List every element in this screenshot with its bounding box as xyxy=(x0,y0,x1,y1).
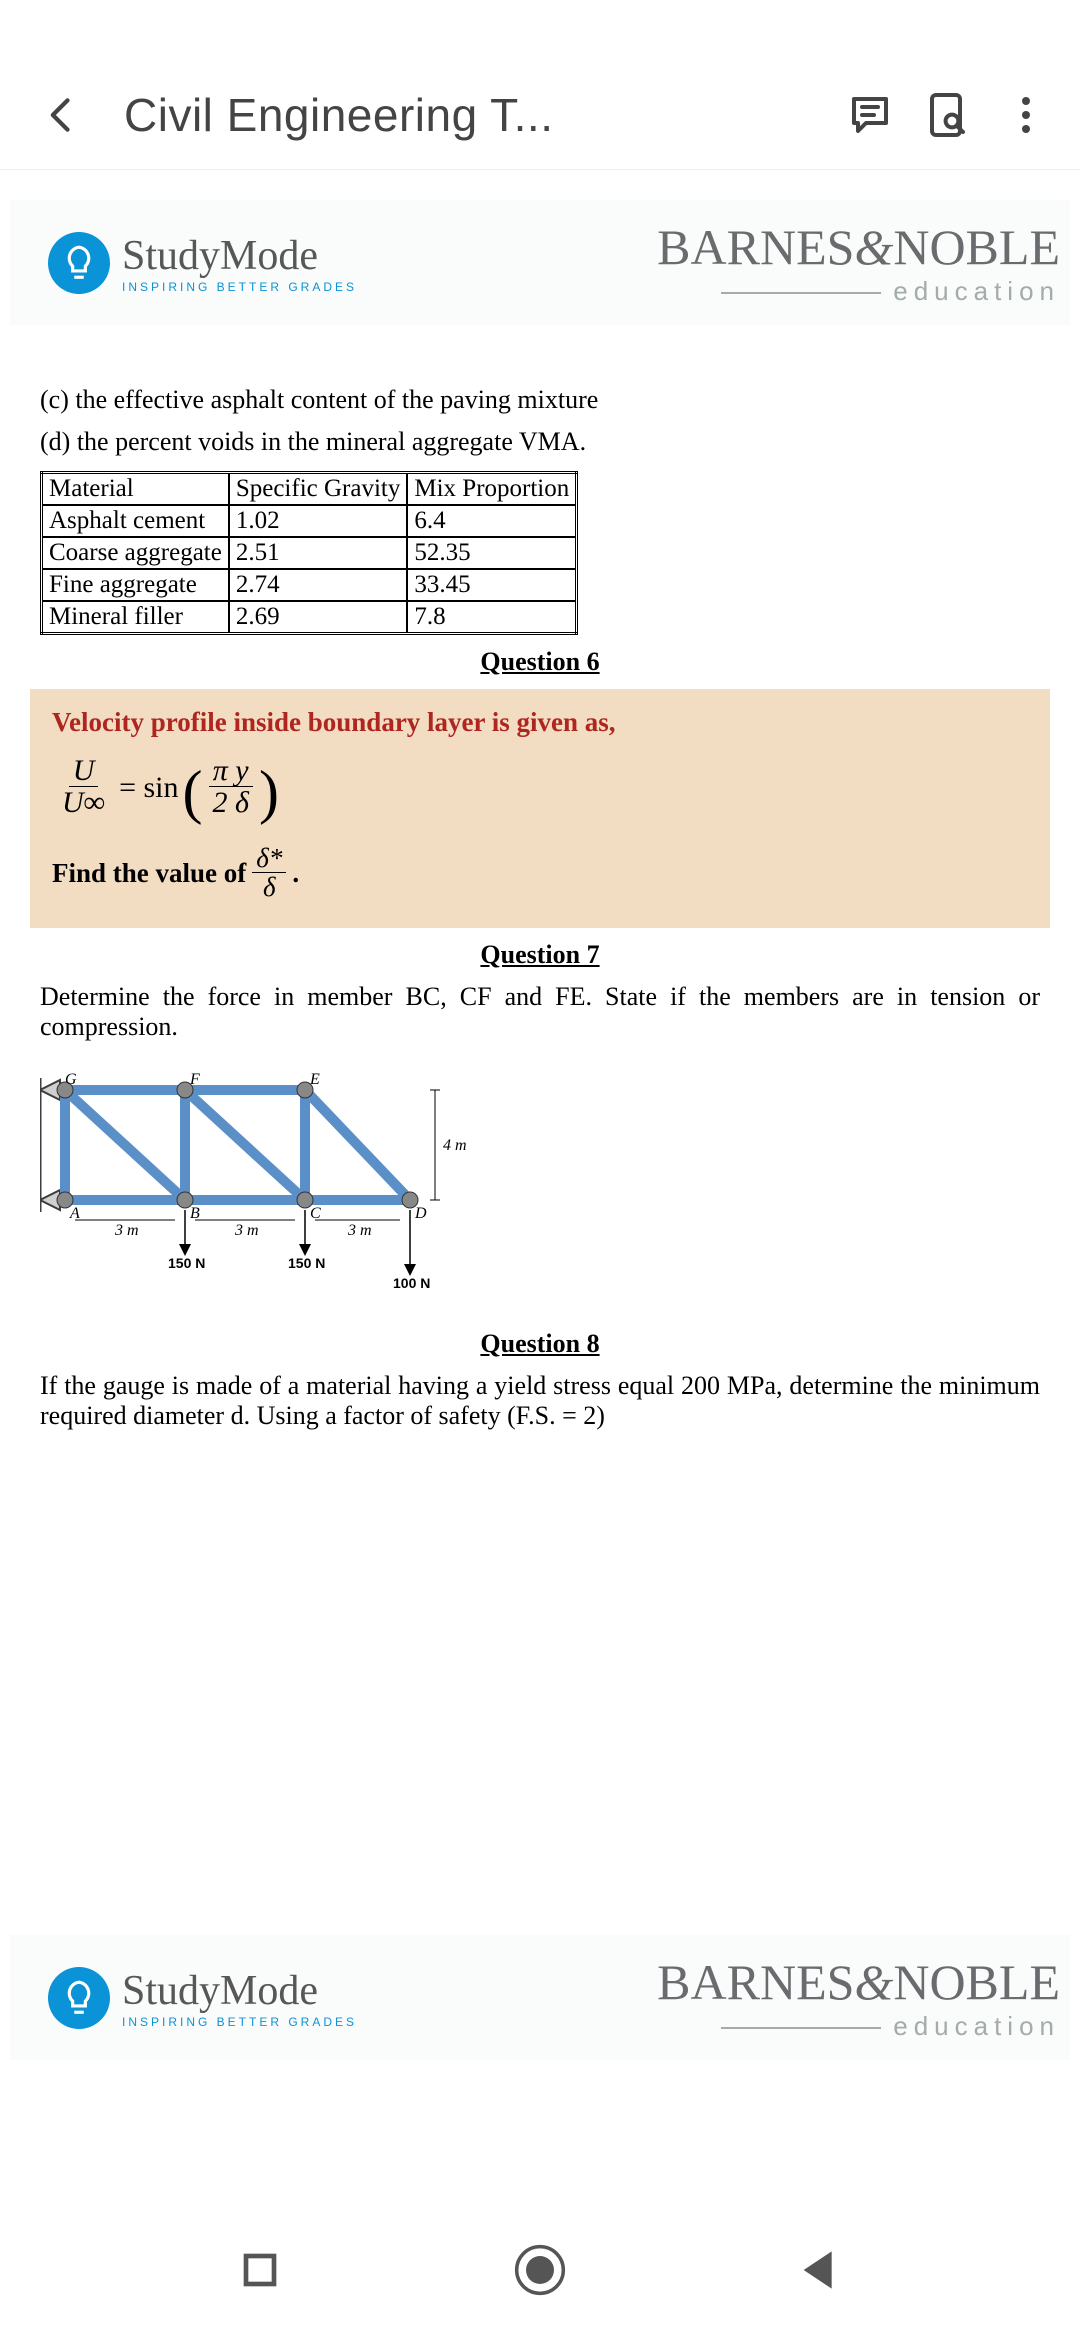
svg-text:150 N: 150 N xyxy=(168,1255,205,1271)
barnes-noble-text: BARNES&NOBLE xyxy=(657,218,1060,276)
svg-text:3 m: 3 m xyxy=(234,1222,259,1239)
brand-footer: StudyMode INSPIRING BETTER GRADES BARNES… xyxy=(10,1935,1070,2060)
question-6-box: Velocity profile inside boundary layer i… xyxy=(30,689,1050,928)
studymode-tag: INSPIRING BETTER GRADES xyxy=(122,280,357,294)
svg-text:G: G xyxy=(65,1071,77,1088)
svg-text:B: B xyxy=(190,1205,200,1222)
table-row: Mineral filler2.697.8 xyxy=(42,601,577,634)
studymode-logo xyxy=(48,232,110,294)
svg-text:A: A xyxy=(69,1205,80,1222)
truss-diagram: G F E A B C D 4 m 3 m 3 m 3 m 150 N 150 N 100 N xyxy=(40,1070,470,1300)
barnes-noble-tag: education xyxy=(657,276,1060,307)
table-row: MaterialSpecific GravityMix Proportion xyxy=(42,473,577,506)
table-row: Asphalt cement1.026.4 xyxy=(42,505,577,537)
page-title: Civil Engineering T... xyxy=(124,88,816,142)
comment-icon[interactable] xyxy=(846,91,894,139)
question-8-text: If the gauge is made of a material havin… xyxy=(40,1371,1040,1431)
brand-header: StudyMode INSPIRING BETTER GRADES BARNES… xyxy=(10,200,1070,325)
android-navbar xyxy=(0,2200,1080,2340)
find-text: Find the value of δ*δ . xyxy=(52,845,1028,902)
text-line-c: (c) the effective asphalt content of the… xyxy=(40,385,1040,415)
mix-table: MaterialSpecific GravityMix Proportion A… xyxy=(40,471,578,635)
svg-text:F: F xyxy=(189,1071,200,1088)
document-body[interactable]: (c) the effective asphalt content of the… xyxy=(10,385,1070,1431)
svg-text:E: E xyxy=(309,1071,320,1088)
studymode-text: StudyMode xyxy=(122,232,357,280)
svg-text:3 m: 3 m xyxy=(347,1222,372,1239)
svg-text:100 N: 100 N xyxy=(393,1275,430,1291)
svg-text:C: C xyxy=(310,1205,321,1222)
home-button[interactable] xyxy=(512,2242,568,2298)
more-icon[interactable] xyxy=(1002,91,1050,139)
question-8-title: Question 8 xyxy=(40,1329,1040,1359)
table-row: Fine aggregate2.7433.45 xyxy=(42,569,577,601)
svg-text:4 m: 4 m xyxy=(443,1137,467,1154)
studymode-logo xyxy=(48,1967,110,2029)
question-7-title: Question 7 xyxy=(40,940,1040,970)
svg-text:D: D xyxy=(414,1205,427,1222)
equation: UU∞ = sin ( π y2 δ ) xyxy=(52,756,1028,819)
table-row: Coarse aggregate2.5152.35 xyxy=(42,537,577,569)
question-6-title: Question 6 xyxy=(40,647,1040,677)
back-button[interactable] xyxy=(792,2242,848,2298)
search-in-page-icon[interactable] xyxy=(924,91,972,139)
svg-text:150 N: 150 N xyxy=(288,1255,325,1271)
back-icon[interactable] xyxy=(40,93,84,137)
question-7-text: Determine the force in member BC, CF and… xyxy=(40,982,1040,1042)
text-line-d: (d) the percent voids in the mineral agg… xyxy=(40,427,1040,457)
svg-text:3 m: 3 m xyxy=(114,1222,139,1239)
recent-apps-button[interactable] xyxy=(232,2242,288,2298)
